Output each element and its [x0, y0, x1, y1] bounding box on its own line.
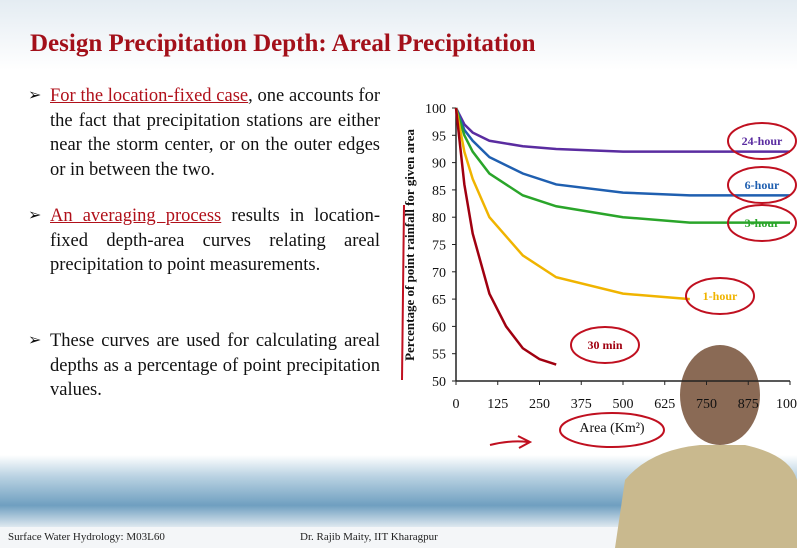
y-tick-label: 80: [432, 211, 446, 226]
series-line: [454, 107, 557, 366]
annotation-arrow: [489, 435, 533, 449]
x-tick-label: 250: [529, 397, 550, 412]
bullet: An averaging process results in location…: [28, 204, 380, 278]
x-tick-label: 375: [571, 397, 592, 412]
bullet: For the location-fixed case, one account…: [28, 84, 380, 182]
series-label: 30 min: [587, 338, 622, 352]
bullet-text: These curves are used for calculating ar…: [50, 331, 380, 400]
bullet-text: results in location-fixed depth-area cur…: [50, 206, 380, 275]
series-line: [454, 107, 790, 153]
footer-center: Dr. Rajib Maity, IIT Kharagpur: [300, 531, 438, 543]
annotation-underline: [401, 204, 405, 381]
bullet-text: , one accounts for the fact that precipi…: [50, 86, 380, 180]
x-tick-label: 500: [613, 397, 634, 412]
slide-title: Design Precipitation Depth: Areal Precip…: [30, 30, 536, 57]
x-tick-label: 875: [738, 397, 759, 412]
y-tick-label: 70: [432, 266, 446, 281]
x-tick-label: 750: [696, 397, 717, 412]
series-label: 24-hour: [742, 134, 783, 148]
bullet-highlight: An averaging process: [50, 206, 222, 226]
annotation-circle: [727, 204, 797, 242]
x-tick-label: 625: [654, 397, 675, 412]
y-tick-label: 90: [432, 157, 446, 172]
y-tick-label: 75: [432, 239, 446, 254]
annotation-circle: [727, 122, 797, 160]
series-line: [454, 107, 790, 224]
y-tick-label: 50: [432, 375, 446, 390]
x-axis-label: Area (Km²): [579, 421, 645, 436]
bullet-highlight: For the location-fixed case: [50, 86, 249, 106]
series-label: 1-hour: [703, 289, 738, 303]
y-tick-label: 65: [432, 293, 446, 308]
y-tick-label: 85: [432, 184, 446, 199]
y-tick-label: 100: [425, 102, 446, 117]
y-axis-label: Percentage of point rainfall for given a…: [402, 129, 417, 361]
annotation-circle: [559, 412, 665, 448]
y-tick-label: 95: [432, 129, 446, 144]
series-line: [454, 107, 690, 301]
y-tick-label: 55: [432, 348, 446, 363]
annotation-circle: [727, 166, 797, 204]
series-label: 3-hour: [745, 216, 780, 230]
annotation-circle: [685, 277, 755, 315]
bullet: These curves are used for calculating ar…: [28, 329, 380, 403]
y-tick-label: 60: [432, 320, 446, 335]
series-label: 6-hour: [745, 178, 780, 192]
series-line: [454, 107, 790, 197]
x-tick-label: 125: [487, 397, 508, 412]
footer-left: Surface Water Hydrology: M03L60: [8, 531, 165, 543]
annotation-circle: [570, 326, 640, 364]
x-tick-label: 0: [453, 397, 460, 412]
